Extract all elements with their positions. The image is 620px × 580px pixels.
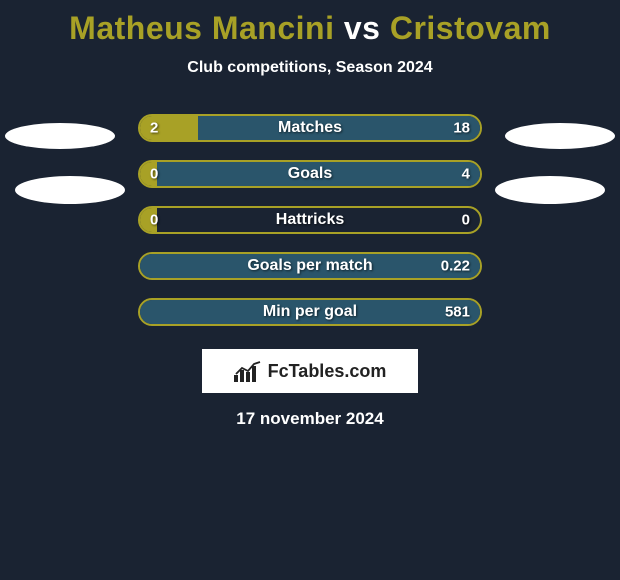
- stat-value-left: 0: [150, 166, 158, 183]
- stat-label: Goals per match: [247, 257, 372, 275]
- stat-bar-left: [140, 116, 198, 140]
- page-title: Matheus Mancini vs Cristovam: [0, 10, 620, 47]
- stat-label: Min per goal: [263, 303, 357, 321]
- stat-row: 0 0 Hattricks: [0, 197, 620, 243]
- logo: FcTables.com: [234, 360, 387, 382]
- comparison-card: Matheus Mancini vs Cristovam Club compet…: [0, 0, 620, 429]
- stat-value-left: 2: [150, 120, 158, 137]
- club-badge-placeholder: [495, 176, 605, 204]
- vs-text: vs: [344, 10, 381, 46]
- stat-value-right: 0.22: [441, 258, 470, 275]
- subtitle: Club competitions, Season 2024: [0, 59, 620, 77]
- stat-row: 581 Min per goal: [0, 289, 620, 335]
- stat-label: Matches: [278, 119, 342, 137]
- stat-bar-track: 2 18 Matches: [138, 114, 482, 142]
- stat-label: Hattricks: [276, 211, 344, 229]
- logo-box: FcTables.com: [202, 349, 418, 393]
- stat-bar-track: 0.22 Goals per match: [138, 252, 482, 280]
- stat-value-right: 581: [445, 304, 470, 321]
- stat-value-right: 0: [462, 212, 470, 229]
- stat-bar-track: 0 4 Goals: [138, 160, 482, 188]
- club-badge-placeholder: [5, 123, 115, 149]
- date-text: 17 november 2024: [0, 409, 620, 429]
- logo-text: FcTables.com: [268, 361, 387, 382]
- player1-name: Matheus Mancini: [69, 10, 334, 46]
- club-badge-placeholder: [505, 123, 615, 149]
- logo-icon: [234, 360, 262, 382]
- player2-name: Cristovam: [390, 10, 551, 46]
- stat-label: Goals: [288, 165, 332, 183]
- stat-row: 0.22 Goals per match: [0, 243, 620, 289]
- club-badge-placeholder: [15, 176, 125, 204]
- stat-bar-track: 0 0 Hattricks: [138, 206, 482, 234]
- stat-value-left: 0: [150, 212, 158, 229]
- stat-value-right: 4: [462, 166, 470, 183]
- stat-bar-track: 581 Min per goal: [138, 298, 482, 326]
- stat-value-right: 18: [453, 120, 470, 137]
